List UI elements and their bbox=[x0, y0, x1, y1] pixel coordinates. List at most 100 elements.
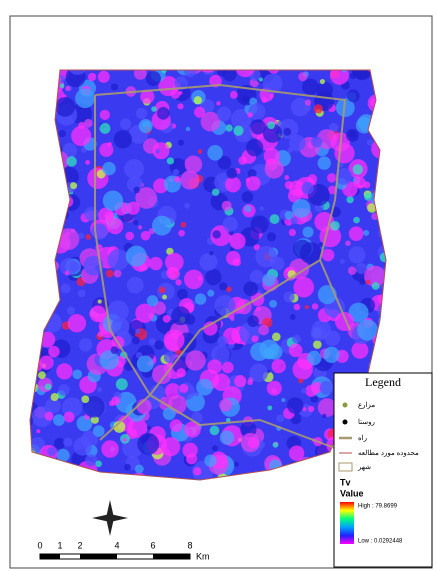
raster-cell bbox=[317, 398, 337, 417]
high-label: High : 79.8699 bbox=[358, 504, 398, 510]
raster-cell bbox=[229, 233, 246, 250]
raster-cell bbox=[267, 121, 276, 130]
raster-cell bbox=[289, 134, 306, 152]
raster-cell bbox=[304, 305, 309, 310]
raster-cell bbox=[58, 129, 66, 138]
raster-cell bbox=[226, 250, 241, 266]
scale-label: 2 bbox=[77, 540, 82, 550]
raster-cell bbox=[36, 429, 41, 434]
raster-cell bbox=[353, 176, 366, 189]
legend-title: Legend bbox=[365, 375, 401, 389]
raster-cell bbox=[63, 437, 73, 447]
raster-cell bbox=[353, 216, 360, 224]
raster-cell bbox=[102, 190, 124, 211]
raster-cell bbox=[207, 359, 222, 374]
raster-cell bbox=[286, 397, 304, 414]
raster-cell bbox=[288, 445, 305, 461]
raster-cell bbox=[219, 282, 228, 291]
raster-cell bbox=[281, 397, 286, 403]
raster-cell bbox=[311, 136, 323, 148]
raster-cell bbox=[302, 406, 307, 412]
raster-cell bbox=[133, 220, 139, 226]
raster-cell bbox=[323, 346, 340, 363]
raster-cell bbox=[91, 223, 108, 240]
raster-cell bbox=[95, 460, 102, 468]
legend-item: شهر bbox=[357, 464, 371, 471]
raster-cell bbox=[293, 276, 315, 298]
raster-cell bbox=[44, 411, 54, 421]
raster-cell bbox=[175, 279, 182, 286]
raster-cell bbox=[330, 220, 340, 231]
raster-cell bbox=[259, 339, 280, 360]
raster-cell bbox=[335, 98, 355, 118]
raster-cell bbox=[176, 368, 186, 378]
raster-cell bbox=[226, 167, 238, 179]
raster-cell bbox=[199, 252, 218, 271]
scale-segment bbox=[153, 554, 190, 559]
raster-cell bbox=[107, 249, 129, 271]
scale-segment bbox=[80, 554, 117, 559]
raster-cell bbox=[122, 437, 127, 442]
raster-cell bbox=[137, 432, 160, 455]
raster-cell bbox=[85, 454, 98, 467]
raster-cell bbox=[262, 73, 283, 94]
raster-cell bbox=[99, 350, 119, 370]
raster-cell bbox=[174, 176, 181, 183]
raster-cell bbox=[152, 142, 170, 160]
raster-cell bbox=[335, 167, 353, 185]
raster-cell bbox=[101, 440, 119, 458]
raster-cell bbox=[319, 78, 325, 85]
raster-cell bbox=[299, 242, 322, 264]
raster-cell bbox=[293, 303, 301, 311]
north-arrow bbox=[92, 500, 128, 536]
raster-cell bbox=[292, 334, 301, 344]
raster-cell bbox=[302, 78, 319, 96]
raster-cell bbox=[56, 363, 73, 380]
raster-cell bbox=[269, 93, 274, 99]
raster-cell bbox=[249, 363, 268, 383]
raster-cell bbox=[107, 218, 124, 235]
raster-cell bbox=[346, 89, 360, 103]
raster-cell bbox=[125, 231, 135, 241]
raster-cell bbox=[334, 143, 355, 164]
raster-cell bbox=[58, 384, 70, 396]
raster-cell bbox=[234, 375, 247, 388]
raster-cell bbox=[47, 447, 56, 456]
raster-cell bbox=[60, 283, 71, 294]
raster-cell bbox=[71, 125, 92, 147]
study-boundary bbox=[29, 69, 387, 481]
raster-cell bbox=[266, 380, 282, 396]
raster-cell bbox=[135, 107, 148, 120]
raster-cell bbox=[264, 159, 284, 179]
raster-cell bbox=[196, 378, 213, 396]
raster-cell bbox=[277, 120, 284, 128]
raster-cell bbox=[138, 119, 153, 134]
raster-cell bbox=[110, 346, 119, 355]
raster-cell bbox=[233, 461, 239, 467]
raster-cell bbox=[53, 414, 65, 427]
raster-cell bbox=[269, 299, 278, 308]
raster-cell bbox=[298, 72, 308, 82]
raster-cell bbox=[178, 229, 185, 237]
raster-cell bbox=[133, 186, 140, 194]
raster-cell bbox=[284, 175, 290, 180]
raster-cell bbox=[179, 383, 189, 393]
raster-cell bbox=[357, 319, 379, 341]
raster-cell bbox=[250, 119, 266, 135]
raster-cell bbox=[217, 70, 227, 77]
raster-cell bbox=[113, 130, 133, 149]
raster-cell bbox=[193, 96, 202, 105]
raster-cell bbox=[131, 336, 141, 345]
raster-cell bbox=[194, 293, 207, 305]
raster-cell bbox=[258, 77, 264, 82]
raster-cell bbox=[178, 90, 183, 96]
raster-cell bbox=[259, 206, 264, 211]
raster-cell bbox=[184, 421, 201, 438]
raster-cell bbox=[276, 414, 285, 423]
raster-cell bbox=[148, 338, 157, 346]
raster-cell bbox=[97, 299, 102, 304]
raster-cell bbox=[152, 364, 172, 385]
raster-cell bbox=[161, 437, 181, 457]
raster-cell bbox=[102, 161, 116, 176]
